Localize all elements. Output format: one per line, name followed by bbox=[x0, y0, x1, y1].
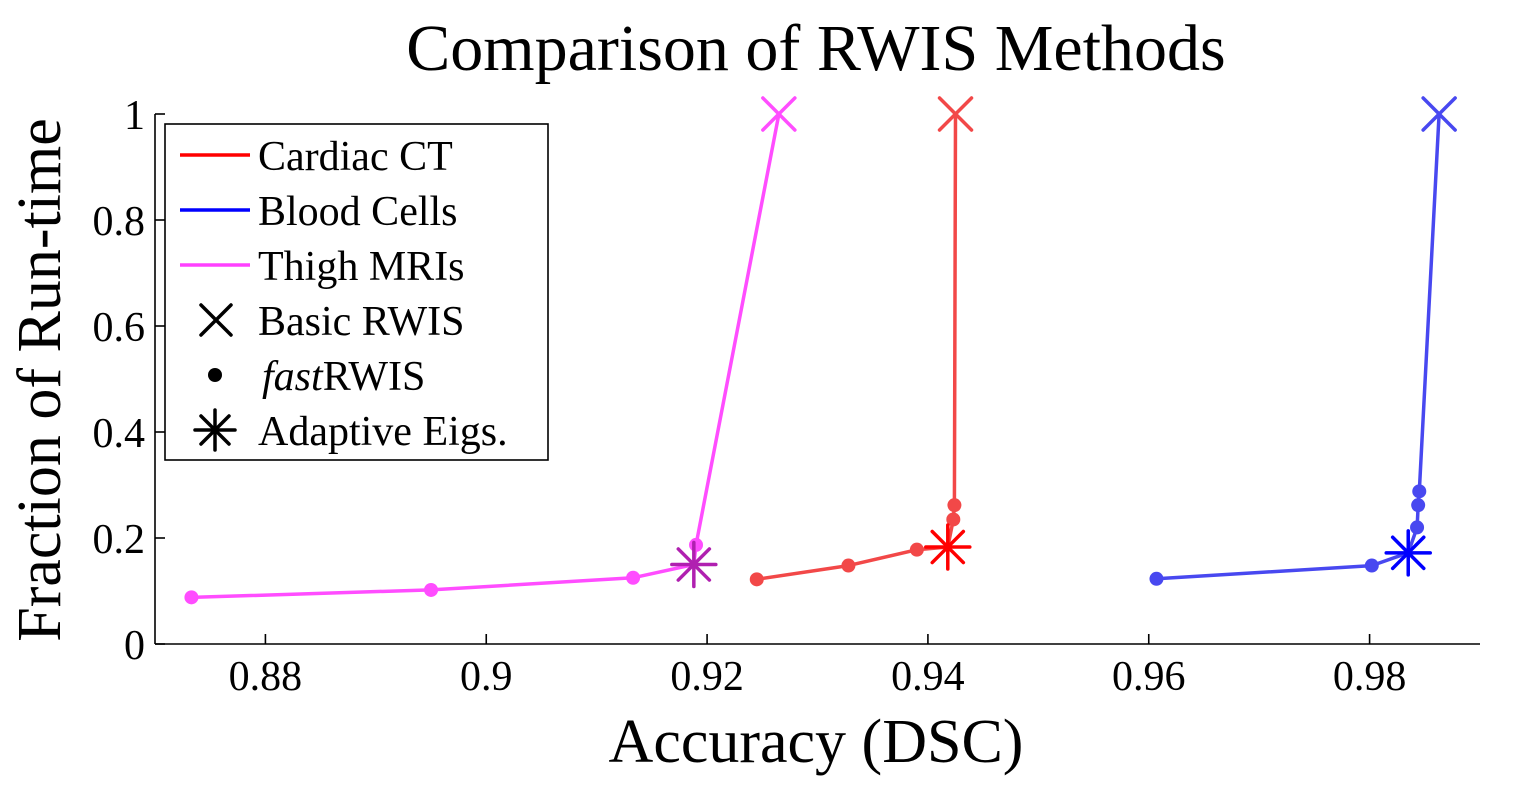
fast-rwis-point bbox=[946, 512, 961, 527]
x-tick-label: 0.92 bbox=[670, 654, 744, 700]
legend-label-adaptive-eigs: Adaptive Eigs. bbox=[258, 409, 508, 455]
legend-label-rwis: RWIS bbox=[323, 354, 426, 400]
y-tick-label: 0.6 bbox=[93, 305, 146, 351]
series-line-cardiac-ct bbox=[756, 113, 958, 582]
series-layer bbox=[184, 96, 1457, 605]
fast-rwis-point bbox=[909, 542, 924, 557]
legend-dot-marker-icon bbox=[208, 368, 222, 382]
legend-label-fast-italic: fast bbox=[262, 354, 324, 400]
legend-x-marker-icon bbox=[199, 303, 233, 337]
chart-title: Comparison of RWIS Methods bbox=[406, 12, 1226, 85]
y-axis-label: Fraction of Run-time bbox=[6, 118, 74, 641]
x-ticks: 0.88 0.9 0.92 0.94 0.96 0.98 bbox=[229, 634, 1407, 700]
fast-rwis-point bbox=[1410, 520, 1425, 535]
adaptive-eigs-marker bbox=[1384, 529, 1432, 577]
x-tick-label: 0.96 bbox=[1112, 654, 1186, 700]
fast-rwis-point bbox=[424, 582, 439, 597]
series-thigh-mris bbox=[184, 96, 797, 605]
plot-area: 0.88 0.9 0.92 0.94 0.96 0.98 0 0.2 0.4 0.6 0.8 1 bbox=[93, 93, 1480, 700]
fast-rwis-point bbox=[841, 558, 856, 573]
legend-label-cardiac-ct: Cardiac CT bbox=[258, 134, 453, 180]
fast-rwis-point bbox=[1412, 484, 1427, 499]
adaptive-eigs-marker bbox=[924, 523, 972, 571]
legend-label-basic-rwis: Basic RWIS bbox=[258, 299, 465, 345]
y-tick-label: 1 bbox=[124, 93, 145, 139]
legend-label-blood-cells: Blood Cells bbox=[258, 189, 458, 235]
x-tick-label: 0.88 bbox=[229, 654, 303, 700]
y-tick-label: 0 bbox=[124, 623, 145, 669]
fast-rwis-point bbox=[1364, 558, 1379, 573]
fast-rwis-point bbox=[1149, 571, 1164, 586]
fast-rwis-point bbox=[689, 537, 704, 552]
x-axis-label: Accuracy (DSC) bbox=[609, 708, 1024, 776]
series-cardiac-ct bbox=[749, 96, 974, 587]
basic-rwis-marker bbox=[761, 96, 797, 132]
basic-rwis-marker bbox=[937, 96, 974, 132]
series-blood-cells bbox=[1149, 96, 1457, 586]
y-tick-label: 0.4 bbox=[93, 411, 146, 457]
legend-box bbox=[164, 123, 549, 461]
basic-rwis-marker bbox=[1421, 96, 1457, 132]
x-tick-label: 0.94 bbox=[891, 654, 965, 700]
adaptive-eigs-marker bbox=[670, 540, 718, 589]
fast-rwis-point bbox=[184, 590, 199, 605]
legend-label-thigh-mris: Thigh MRIs bbox=[258, 244, 465, 290]
fast-rwis-point bbox=[1411, 498, 1426, 513]
fast-rwis-point bbox=[947, 498, 962, 513]
series-line-thigh-mris bbox=[191, 113, 781, 600]
legend: Cardiac CT Blood Cells Thigh MRIs Basic … bbox=[164, 123, 549, 461]
legend-asterisk-marker-icon bbox=[193, 408, 237, 452]
fast-rwis-point bbox=[626, 570, 641, 585]
y-tick-label: 0.8 bbox=[93, 199, 146, 245]
y-tick-label: 0.2 bbox=[93, 517, 146, 563]
fast-rwis-point bbox=[749, 572, 764, 587]
x-tick-label: 0.98 bbox=[1333, 654, 1407, 700]
legend-label-fastrwis: fastRWIS bbox=[262, 354, 425, 400]
series-line-blood-cells bbox=[1156, 113, 1441, 581]
x-tick-label: 0.9 bbox=[460, 654, 513, 700]
y-ticks: 0 0.2 0.4 0.6 0.8 1 bbox=[93, 93, 165, 669]
